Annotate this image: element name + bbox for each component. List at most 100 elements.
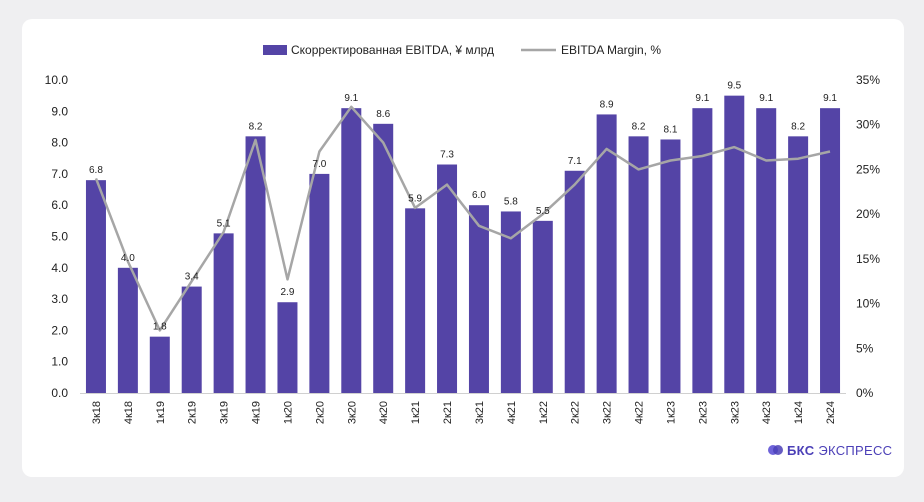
- ebitda-bar: [277, 302, 298, 393]
- bar-data-label: 8.2: [632, 121, 646, 132]
- y-right-tick-label: 10%: [856, 297, 880, 311]
- brand-bold: БКС: [787, 442, 815, 458]
- brand-text: БКС ЭКСПРЕСС: [787, 443, 892, 458]
- y-left-tick-label: 4.0: [51, 261, 68, 275]
- x-category-label: 2к24: [825, 401, 837, 424]
- bar-data-label: 8.1: [664, 124, 678, 135]
- x-category-label: 1к19: [155, 401, 167, 424]
- bar-data-label: 2.9: [281, 287, 295, 298]
- ebitda-bar: [724, 95, 745, 394]
- bar-series: [85, 95, 841, 394]
- ebitda-bar: [309, 173, 330, 393]
- y-left-tick-label: 5.0: [51, 230, 68, 244]
- ebitda-bar: [756, 108, 777, 394]
- y-axis-right: 0% 5% 10% 15% 20% 25% 30% 35%: [856, 73, 880, 400]
- ebitda-bar: [373, 123, 394, 393]
- x-category-label: 2к19: [187, 401, 199, 424]
- y-right-tick-label: 25%: [856, 162, 880, 176]
- y-left-tick-label: 8.0: [51, 136, 68, 150]
- y-right-tick-label: 20%: [856, 207, 880, 221]
- x-category-label: 2к23: [697, 401, 709, 424]
- bar-data-label: 4.0: [121, 253, 135, 264]
- y-left-tick-label: 0.0: [51, 386, 68, 400]
- bar-data-label: 5.5: [536, 206, 550, 217]
- bar-data-label: 9.5: [727, 81, 741, 92]
- ebitda-bar: [500, 211, 521, 393]
- ebitda-bar: [660, 139, 681, 393]
- x-category-label: 4к20: [378, 401, 390, 424]
- bar-data-label: 5.8: [504, 196, 518, 207]
- x-category-label: 3к21: [474, 401, 486, 424]
- bar-data-label: 3.4: [185, 272, 199, 283]
- ebitda-bar: [820, 108, 841, 394]
- legend-swatch-ebitda: [263, 45, 287, 55]
- ebitda-bar: [341, 108, 362, 394]
- y-left-tick-label: 7.0: [51, 167, 68, 181]
- bar-data-label: 9.1: [759, 93, 773, 104]
- ebitda-bar: [245, 136, 266, 393]
- y-right-tick-label: 0%: [856, 386, 874, 400]
- bar-data-label: 8.2: [249, 121, 263, 132]
- y-right-tick-label: 5%: [856, 341, 874, 355]
- x-category-label: 1к23: [665, 401, 677, 424]
- x-category-label: 3к19: [219, 401, 231, 424]
- ebitda-bar: [85, 180, 106, 393]
- x-category-label: 3к18: [91, 401, 103, 424]
- ebitda-bar: [628, 136, 649, 393]
- category-labels: 3к18 4к18 1к19 2к19 3к19 4к19 1к20 2к20 3к20 4к20…: [91, 401, 837, 424]
- ebitda-bar: [181, 286, 202, 393]
- x-category-label: 1к21: [410, 401, 422, 424]
- x-category-label: 3к23: [729, 401, 741, 424]
- brand-mark-icon: [768, 443, 783, 457]
- bar-data-label: 5.9: [408, 193, 422, 204]
- ebitda-bar: [468, 205, 489, 393]
- bar-data-label: 8.9: [600, 99, 614, 110]
- y-left-tick-label: 6.0: [51, 198, 68, 212]
- y-right-tick-label: 35%: [856, 73, 880, 87]
- legend-label-ebitda: Скорректированная EBITDA, ¥ млрд: [291, 43, 494, 57]
- data-labels: 6.8 4.0 1.8 3.4 5.1 8.2 2.9 7.0 9.1 8.6 5.9 7.3 6.0 5…: [89, 81, 837, 333]
- x-category-label: 3к22: [602, 401, 614, 424]
- y-left-tick-label: 3.0: [51, 292, 68, 306]
- x-category-label: 4к23: [761, 401, 773, 424]
- line-series: [94, 105, 831, 332]
- y-right-tick-label: 15%: [856, 252, 880, 266]
- margin-line: [94, 105, 831, 332]
- brand-logo: БКС ЭКСПРЕСС: [768, 440, 892, 460]
- x-category-label: 1к20: [282, 401, 294, 424]
- x-category-label: 4к21: [506, 401, 518, 424]
- bar-data-label: 1.8: [153, 322, 167, 333]
- bar-data-label: 6.8: [89, 165, 103, 176]
- ebitda-bar: [596, 114, 617, 394]
- ebitda-bar: [564, 170, 585, 393]
- y-left-tick-label: 10.0: [45, 73, 69, 87]
- ebitda-bar: [692, 108, 713, 394]
- ebitda-bar: [117, 267, 138, 393]
- x-category-label: 1к24: [793, 401, 805, 424]
- y-left-tick-label: 2.0: [51, 323, 68, 337]
- y-left-tick-label: 1.0: [51, 355, 68, 369]
- ebitda-bar: [213, 233, 234, 393]
- ebitda-bar: [437, 164, 458, 393]
- ebitda-bar: [149, 336, 170, 393]
- y-left-tick-label: 9.0: [51, 104, 68, 118]
- y-axis-left: 0.0 1.0 2.0 3.0 4.0 5.0 6.0 7.0 8.0 9.0 10.0: [45, 73, 69, 400]
- bar-data-label: 6.0: [472, 190, 486, 201]
- bar-data-label: 9.1: [695, 93, 709, 104]
- bar-data-label: 9.1: [823, 93, 837, 104]
- y-right-tick-label: 30%: [856, 118, 880, 132]
- bar-data-label: 5.1: [217, 218, 231, 229]
- x-category-label: 3к20: [346, 401, 358, 424]
- brand-rest: ЭКСПРЕСС: [818, 442, 893, 458]
- x-category-label: 2к22: [570, 401, 582, 424]
- x-category-label: 1к22: [538, 401, 550, 424]
- x-category-label: 4к18: [123, 401, 135, 424]
- bar-data-label: 8.2: [791, 121, 805, 132]
- x-category-label: 4к22: [634, 401, 646, 424]
- legend-label-margin: EBITDA Margin, %: [561, 43, 661, 57]
- chart-legend: Скорректированная EBITDA, ¥ млрд EBITDA M…: [263, 43, 661, 57]
- ebitda-bar: [405, 208, 426, 393]
- ebitda-bar: [532, 220, 553, 393]
- ebitda-bar: [788, 136, 809, 393]
